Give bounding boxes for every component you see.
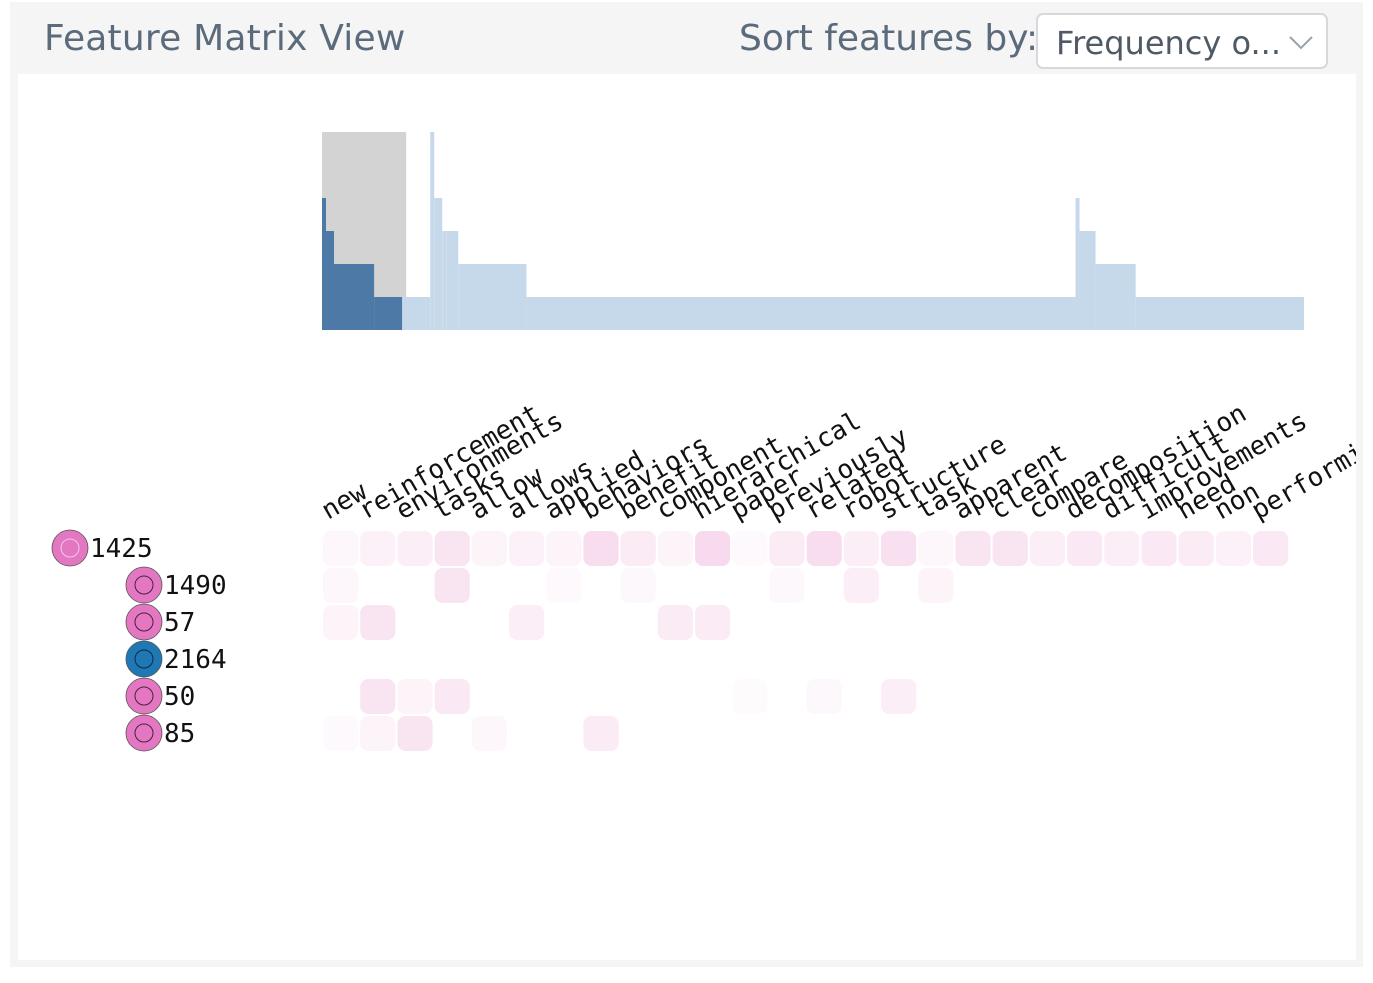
circle-node-icon (134, 686, 154, 706)
matrix-cell[interactable] (434, 531, 470, 566)
matrix-cell[interactable] (843, 531, 879, 566)
histogram-bar (434, 198, 443, 330)
matrix-cell[interactable] (918, 568, 954, 603)
matrix-cell[interactable] (1104, 531, 1140, 566)
histogram-bar-selected (374, 297, 403, 330)
matrix-cell[interactable] (509, 531, 545, 566)
histogram-bar (1135, 297, 1304, 330)
histogram-bar (458, 264, 527, 330)
histogram-bar-selected (334, 264, 375, 330)
matrix-cell[interactable] (657, 531, 693, 566)
row-node[interactable] (125, 677, 163, 715)
matrix-cell[interactable] (360, 716, 396, 751)
feature-matrix: newreinforcementenvironmentstasksallowal… (51, 132, 1356, 752)
histogram-bar (402, 297, 431, 330)
histogram-bar (430, 132, 435, 330)
histogram-bar (1095, 264, 1136, 330)
matrix-cell[interactable] (434, 679, 470, 714)
matrix-cell[interactable] (769, 568, 805, 603)
circle-node-icon (134, 649, 154, 669)
matrix-cell[interactable] (1178, 531, 1214, 566)
matrix-cell[interactable] (360, 531, 396, 566)
row-node[interactable] (125, 714, 163, 752)
matrix-cell[interactable] (843, 568, 879, 603)
sort-label: Sort features by: (739, 18, 1039, 59)
circle-node-icon (134, 612, 154, 632)
panel-title: Feature Matrix View (44, 18, 406, 59)
matrix-cell[interactable] (881, 679, 917, 714)
matrix-content: new reinforcement environments tasks allow al… (18, 74, 1356, 960)
row-label: 85 (164, 719, 195, 749)
matrix-cell[interactable] (397, 716, 433, 751)
sort-dropdown-value: Frequency o... (1056, 24, 1282, 62)
matrix-cell[interactable] (546, 568, 582, 603)
matrix-cell[interactable] (620, 568, 656, 603)
histogram-bar (446, 231, 459, 330)
matrix-cell[interactable] (583, 531, 619, 566)
row-label: 2164 (164, 645, 227, 675)
matrix-cell[interactable] (360, 679, 396, 714)
matrix-cell[interactable] (397, 531, 433, 566)
sort-dropdown[interactable]: Frequency o... (1036, 13, 1328, 69)
panel-header: Feature Matrix View Sort features by: Fr… (10, 2, 1363, 74)
matrix-cell[interactable] (992, 531, 1028, 566)
matrix-cell[interactable] (620, 531, 656, 566)
matrix-cell[interactable] (397, 679, 433, 714)
matrix-cell[interactable] (732, 531, 768, 566)
circle-node-icon (134, 575, 154, 595)
matrix-cell[interactable] (323, 531, 359, 566)
histogram-bar (526, 297, 1076, 330)
row-label: 1490 (164, 571, 227, 601)
matrix-cell[interactable] (1253, 531, 1289, 566)
matrix-cell[interactable] (806, 531, 842, 566)
histogram-bar-selected (322, 198, 327, 330)
matrix-cell[interactable] (695, 605, 731, 640)
row-node[interactable] (125, 566, 163, 604)
matrix-cell[interactable] (881, 531, 917, 566)
matrix-cell[interactable] (434, 568, 470, 603)
histogram-bar (442, 231, 447, 330)
chevron-down-icon (1289, 36, 1313, 50)
matrix-cell[interactable] (360, 605, 396, 640)
matrix-cell[interactable] (657, 605, 693, 640)
matrix-cell[interactable] (732, 679, 768, 714)
matrix-cell[interactable] (769, 531, 805, 566)
row-node[interactable] (125, 640, 163, 678)
matrix-cell[interactable] (509, 605, 545, 640)
matrix-cell[interactable] (583, 716, 619, 751)
histogram-bar-selected (326, 231, 335, 330)
circle-node-icon (134, 723, 154, 743)
row-label: 57 (164, 608, 195, 638)
row-node[interactable] (51, 529, 89, 567)
matrix-cell[interactable] (955, 531, 991, 566)
matrix-cell[interactable] (918, 531, 954, 566)
matrix-cell[interactable] (695, 531, 731, 566)
matrix-cell[interactable] (323, 605, 359, 640)
circle-node-icon (60, 538, 80, 558)
matrix-cell[interactable] (1141, 531, 1177, 566)
histogram-bar (1079, 231, 1096, 330)
matrix-cell[interactable] (471, 716, 507, 751)
matrix-cell[interactable] (471, 531, 507, 566)
row-label: 50 (164, 682, 195, 712)
matrix-cell[interactable] (1029, 531, 1065, 566)
matrix-cell[interactable] (1067, 531, 1103, 566)
matrix-cell[interactable] (546, 531, 582, 566)
matrix-cell[interactable] (323, 716, 359, 751)
matrix-cell[interactable] (323, 568, 359, 603)
row-node[interactable] (125, 603, 163, 641)
feature-matrix-panel: Feature Matrix View Sort features by: Fr… (10, 2, 1363, 967)
row-label: 1425 (90, 534, 153, 564)
matrix-cell[interactable] (1215, 531, 1251, 566)
matrix-cell[interactable] (806, 679, 842, 714)
histogram-bar (1075, 198, 1080, 330)
